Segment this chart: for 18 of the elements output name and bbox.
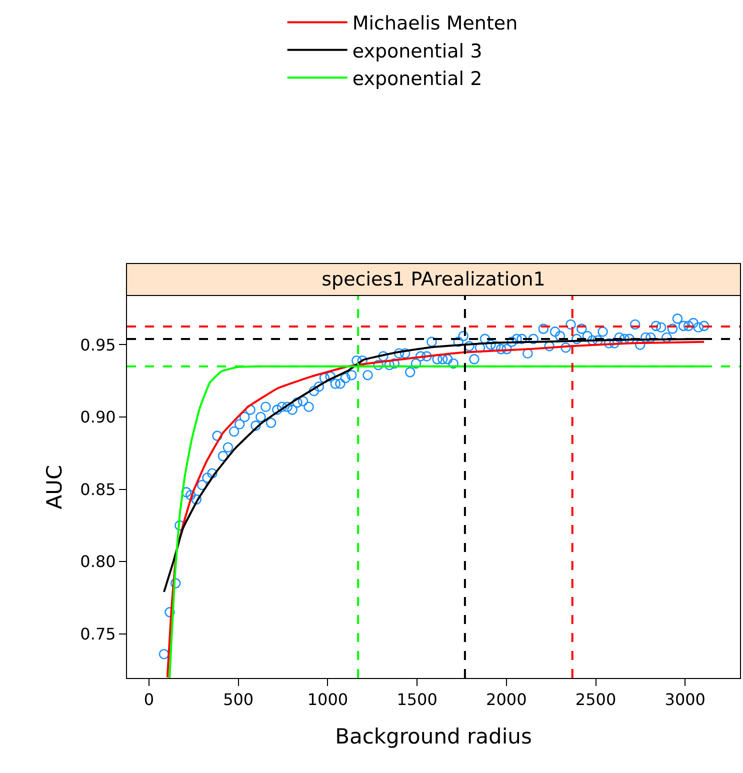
x-axis-title: Background radius bbox=[335, 724, 532, 748]
legend-label: exponential 3 bbox=[352, 40, 482, 62]
legend-label: Michaelis Menten bbox=[352, 12, 518, 35]
y-axis-title: AUC bbox=[42, 464, 66, 510]
x-tick-label: 0 bbox=[144, 690, 154, 710]
y-tick-label: 0.85 bbox=[80, 480, 116, 499]
x-tick-label: 2000 bbox=[486, 690, 527, 710]
y-tick-label: 0.90 bbox=[80, 408, 116, 427]
y-tick-label: 0.75 bbox=[80, 624, 116, 644]
chart-title: species1 PArealization1 bbox=[322, 268, 546, 290]
y-tick-label: 0.95 bbox=[80, 335, 116, 354]
x-tick-label: 3000 bbox=[664, 690, 706, 710]
legend-label: exponential 2 bbox=[352, 68, 482, 90]
x-tick-label: 2500 bbox=[575, 690, 616, 710]
x-tick-label: 1000 bbox=[307, 690, 348, 710]
x-tick-label: 500 bbox=[223, 690, 254, 710]
y-tick-label: 0.80 bbox=[80, 552, 116, 572]
x-tick-label: 1500 bbox=[396, 690, 438, 710]
